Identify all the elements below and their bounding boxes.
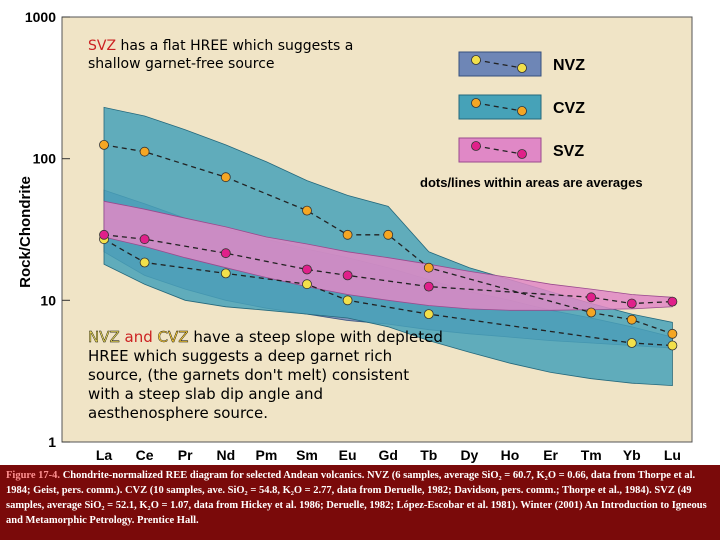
legend-marker-nvz	[471, 55, 481, 65]
legend-line-cvz	[475, 102, 523, 112]
legend-marker-cvz	[517, 106, 527, 116]
annotation-svz-text: has a flat HREE which suggests a shallow…	[88, 38, 354, 72]
cvz-point-gd	[383, 229, 394, 240]
svz-point-yb	[626, 298, 637, 309]
annotation-and: and	[119, 328, 158, 346]
figure-caption: Figure 17-4. Chondrite-normalized REE di…	[0, 465, 720, 540]
nvz-point-yb	[626, 338, 637, 348]
legend-line-svz	[475, 145, 523, 155]
x-tick-label-sm: Sm	[296, 447, 318, 463]
x-tick-label-yb: Yb	[623, 447, 641, 463]
cvz-point-sm	[302, 205, 312, 216]
cvz-point-nd	[220, 172, 231, 183]
figure-caption-text: Chondrite-normalized REE diagram for sel…	[6, 470, 707, 526]
legend-line-nvz	[475, 59, 523, 69]
svz-point-lu	[667, 296, 678, 307]
nvz-point-tb	[423, 309, 434, 320]
cvz-point-tb	[423, 262, 434, 273]
x-tick-label-nd: Nd	[216, 447, 235, 463]
y-tick-label: 1000	[25, 9, 56, 25]
x-tick-label-gd: Gd	[378, 447, 397, 463]
x-tick-label-tb: Tb	[420, 447, 437, 463]
ree-chart: 1 10 100 1000 La Ce Pr Nd Pm Sm Eu Gd Tb Dy Ho Er Tm Yb L…	[17, 9, 693, 463]
cvz-point-lu	[667, 328, 678, 339]
legend-marker-cvz	[471, 98, 481, 108]
annotation-nvz-label: NVZ	[88, 328, 120, 346]
y-tick-label: 100	[33, 151, 57, 167]
legend-label-svz: SVZ	[553, 143, 584, 160]
y-tick-label: 10	[40, 292, 56, 308]
nvz-point-lu	[667, 340, 678, 351]
legend-marker-svz	[471, 141, 481, 151]
figure-number: Figure 17-4.	[6, 470, 61, 481]
y-tick-label: 1	[48, 434, 56, 450]
cvz-point-tm	[586, 307, 597, 318]
y-axis-label: Rock/Chondrite	[17, 176, 34, 288]
legend: NVZ CVZ SVZ	[458, 51, 585, 163]
svz-point-la	[99, 229, 109, 240]
svz-range-band	[103, 200, 673, 311]
svz-point-tb	[423, 281, 434, 292]
x-tick-label-dy: Dy	[460, 447, 478, 463]
svz-point-eu	[342, 270, 353, 281]
annotation-nvz-cvz-text: have a steep slope with depleted HREE wh…	[88, 328, 443, 422]
cvz-average-line	[103, 144, 673, 335]
x-tick-label-pm: Pm	[256, 447, 278, 463]
x-tick-label-ce: Ce	[136, 447, 154, 463]
legend-marker-nvz	[517, 63, 527, 73]
x-tick-label-la: La	[96, 447, 113, 463]
x-tick-label-er: Er	[543, 447, 558, 463]
plot-frame	[61, 16, 693, 443]
cvz-point-eu	[342, 229, 353, 240]
svz-point-sm	[302, 264, 312, 275]
x-tick-label-tm: Tm	[581, 447, 602, 463]
legend-label-nvz: NVZ	[553, 57, 585, 74]
annotation-cvz-label: CVZ	[157, 328, 189, 346]
legend-swatch-svz	[458, 137, 542, 163]
nvz-point-ce	[139, 257, 150, 268]
legend-swatch-cvz	[458, 94, 542, 120]
legend-label-cvz: CVZ	[553, 100, 585, 117]
legend-marker-svz	[517, 149, 527, 159]
cvz-point-yb	[626, 314, 637, 325]
legend-note: dots/lines within areas are averages	[420, 175, 643, 190]
cvz-range-band	[103, 106, 673, 387]
x-tick-label-pr: Pr	[178, 447, 193, 463]
nvz-point-nd	[220, 268, 231, 279]
cvz-point-ce	[139, 146, 150, 157]
nvz-average-line	[103, 238, 673, 347]
svz-point-ce	[139, 234, 150, 245]
x-tick-label-eu: Eu	[339, 447, 357, 463]
annotation-svz: SVZ has a flat HREE which suggests a sha…	[88, 37, 388, 73]
nvz-point-eu	[342, 295, 353, 306]
x-tick-label-ho: Ho	[501, 447, 520, 463]
annotation-svz-label: SVZ	[88, 38, 117, 54]
svz-point-nd	[220, 248, 231, 259]
legend-swatch-nvz	[458, 51, 542, 77]
svz-point-tm	[586, 292, 597, 303]
nvz-point-sm	[302, 279, 312, 290]
cvz-point-la	[99, 139, 109, 150]
x-tick-label-lu: Lu	[664, 447, 681, 463]
annotation-nvz-cvz: NVZ and CVZ have a steep slope with depl…	[88, 328, 443, 423]
